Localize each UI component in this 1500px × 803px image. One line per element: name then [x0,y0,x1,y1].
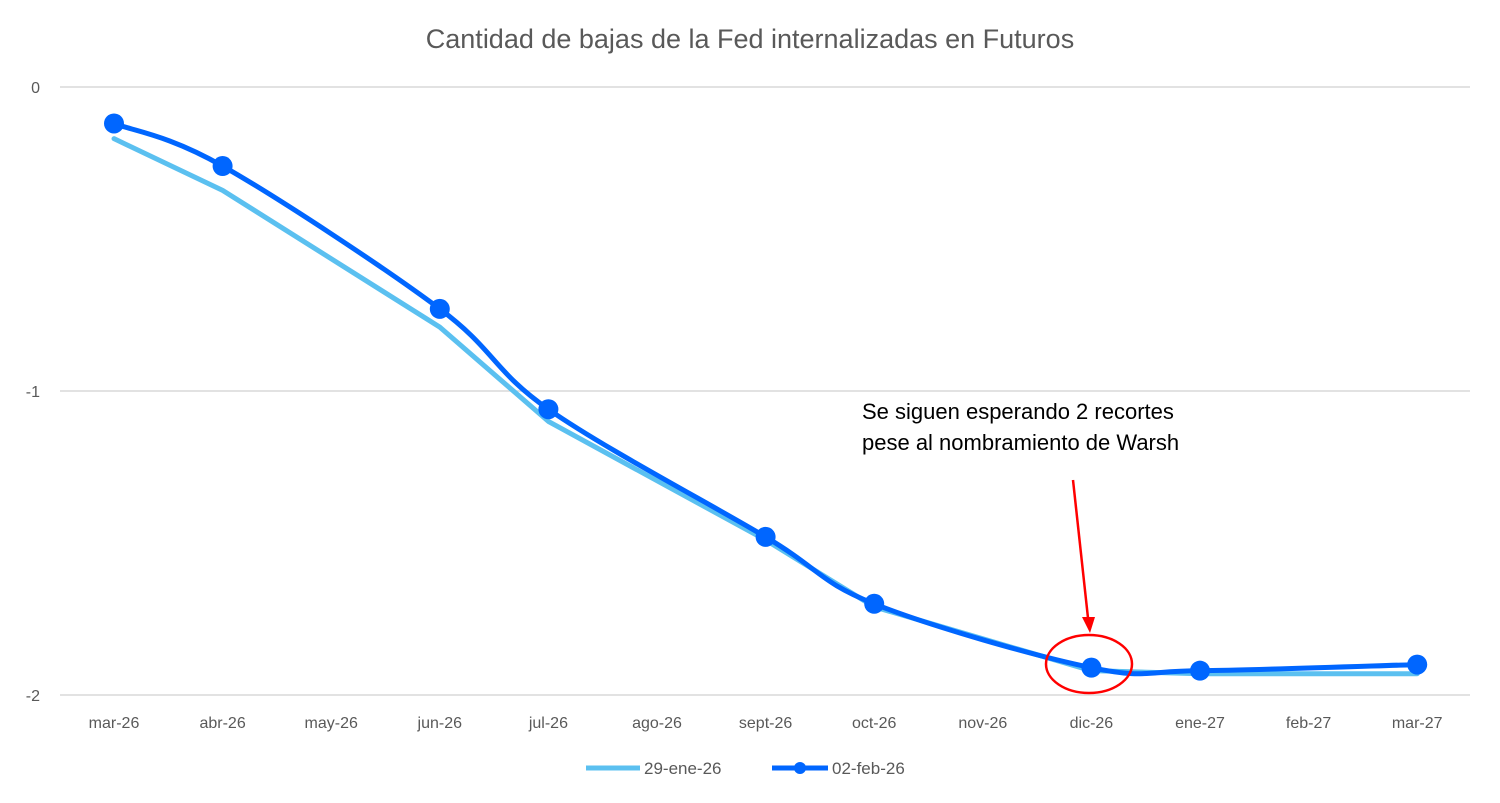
series-line-02-feb-26 [111,120,1420,677]
y-tick-label: -2 [26,688,40,705]
x-tick-label: oct-26 [852,715,897,732]
y-axis: 0 -1 -2 [26,80,40,705]
annotation-arrowhead [1082,617,1095,633]
data-point-02-feb-26 [1190,660,1210,681]
annotation-circle [1044,633,1134,695]
data-point-02-feb-26 [755,526,776,547]
x-tick-label: ene-27 [1175,715,1225,732]
x-axis: mar-26 abr-26 may-26 jun-26 jul-26 ago-26 sept… [89,715,1443,732]
annotation-text-line-1: Se siguen esperando 2 recortes [862,399,1174,424]
data-point-02-feb-26 [538,399,559,420]
series-group [104,113,1428,681]
legend: 29-ene-26 02-feb-26 [586,759,905,778]
x-tick-label: jun-26 [417,715,463,732]
data-point-02-feb-26 [864,593,885,614]
x-tick-label: nov-26 [958,715,1007,732]
data-point-02-feb-26 [1407,654,1428,675]
legend-label-02-feb-26: 02-feb-26 [832,759,905,778]
x-tick-label: mar-26 [89,715,140,732]
y-tick-label: 0 [31,80,40,97]
x-tick-label: feb-27 [1286,715,1331,732]
data-point-02-feb-26 [429,298,450,319]
data-point-02-feb-26 [1081,657,1102,678]
annotation-text-line-2: pese al nombramiento de Warsh [862,430,1179,455]
data-point-02-feb-26 [212,156,233,177]
annotation-arrow [1071,479,1090,619]
data-point-02-feb-26 [104,113,124,134]
x-tick-label: mar-27 [1392,715,1443,732]
chart-title: Cantidad de bajas de la Fed internalizad… [426,24,1074,54]
legend-label-29-ene-26: 29-ene-26 [644,759,722,778]
x-tick-label: may-26 [305,715,358,732]
x-tick-label: abr-26 [199,715,245,732]
legend-marker-02-feb-26 [794,762,806,774]
x-tick-label: ago-26 [632,715,682,732]
annotation: Se siguen esperando 2 recortes pese al n… [862,399,1179,695]
x-tick-label: dic-26 [1070,715,1114,732]
gridlines [60,86,1470,696]
x-tick-label: jul-26 [528,715,568,732]
x-tick-label: sept-26 [739,715,792,732]
y-tick-label: -1 [26,384,40,401]
